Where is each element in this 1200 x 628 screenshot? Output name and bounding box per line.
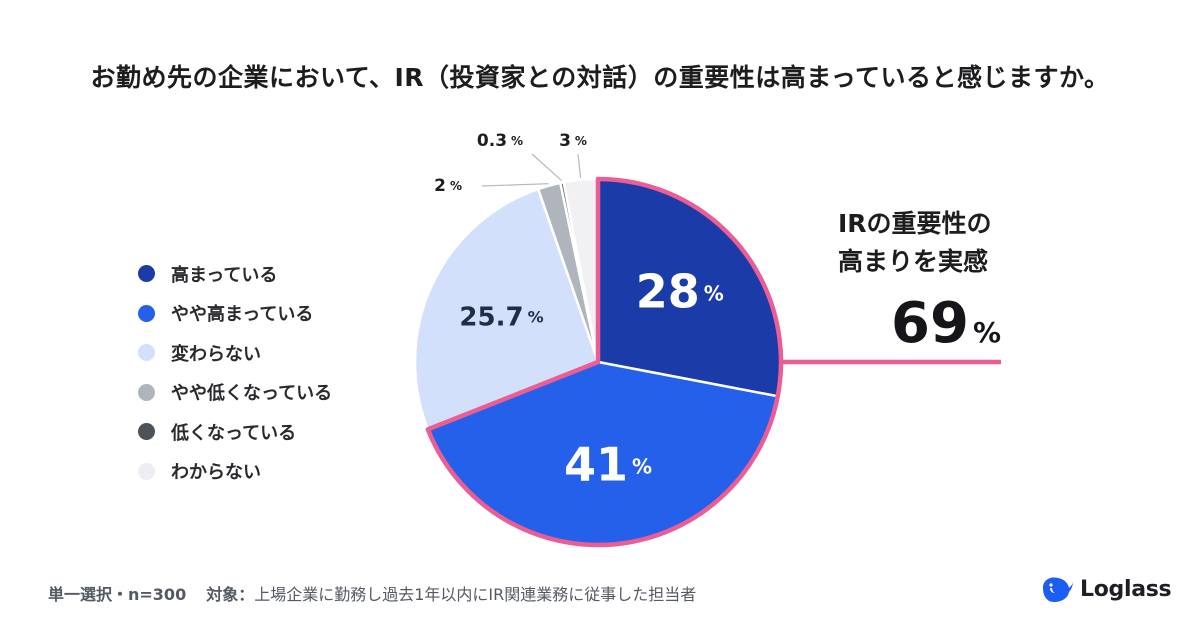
legend-swatch — [138, 344, 155, 362]
data-label-2: 41% — [564, 437, 652, 491]
legend-label: 低くなっている — [171, 422, 297, 444]
data-label-1: 28% — [636, 264, 724, 318]
legend-label: やや低くなっている — [171, 383, 333, 405]
data-label-5: 0.3% — [477, 131, 523, 151]
legend-swatch — [138, 265, 155, 283]
legend-item-3: 変わらない — [138, 333, 332, 373]
legend-swatch — [138, 462, 155, 480]
brand-name: Loglass — [1080, 576, 1172, 602]
legend-item-1: 高まっている — [138, 254, 332, 294]
pie-slice-3 — [413, 187, 600, 431]
whale-logo-icon — [1043, 577, 1073, 602]
legend-swatch — [138, 423, 155, 441]
legend-item-5: 低くなっている — [138, 412, 332, 452]
leader-line-5 — [531, 153, 563, 182]
data-label-3: 25.7% — [459, 302, 543, 332]
data-labels: 28 % 41 % 25.7 % 2 % 0.3% 3% — [434, 131, 724, 491]
legend-swatch — [138, 383, 155, 401]
legend-item-6: わからない — [138, 452, 332, 492]
chart-legend: 高まっているやや高まっている 変わらないやや低くなっている 低くなっている わからない — [138, 254, 332, 491]
legend-label: やや高まっている — [171, 304, 314, 326]
legend-label: わからない — [171, 462, 261, 484]
highlight-outline — [425, 176, 784, 548]
leader-line-4 — [481, 183, 549, 187]
footer-note: 単一選択・n=300 対象：上場企業に勤務し過去1年以内にIR関連業務に従事した担… — [48, 581, 696, 605]
caption-line-2: 高まりを実感 — [838, 247, 988, 276]
target-label: 対象： — [206, 585, 255, 604]
data-label-6: 3% — [559, 131, 587, 151]
leader-line-6 — [577, 153, 582, 178]
legend-item-2: やや高まっている — [138, 294, 332, 334]
caption-line-1: IRの重要性の — [838, 209, 992, 238]
target-text: 上場企業に勤務し過去1年以内にIR関連業務に従事した担当者 — [254, 585, 697, 604]
chart-title: お勤め先の企業において、IR（投資家との対話）の重要性は高まっていると感じますか… — [90, 63, 1110, 92]
legend-label: 高まっている — [171, 264, 278, 286]
legend-item-4: やや低くなっている — [138, 373, 332, 413]
legend-swatch — [138, 304, 155, 322]
sample-label: 単一選択・n=300 — [48, 585, 187, 604]
brand-logo: Loglass — [1040, 574, 1172, 604]
data-label-4: 2% — [434, 176, 462, 196]
legend-label: 変わらない — [171, 343, 261, 365]
highlight-total: 69% — [891, 291, 1001, 356]
